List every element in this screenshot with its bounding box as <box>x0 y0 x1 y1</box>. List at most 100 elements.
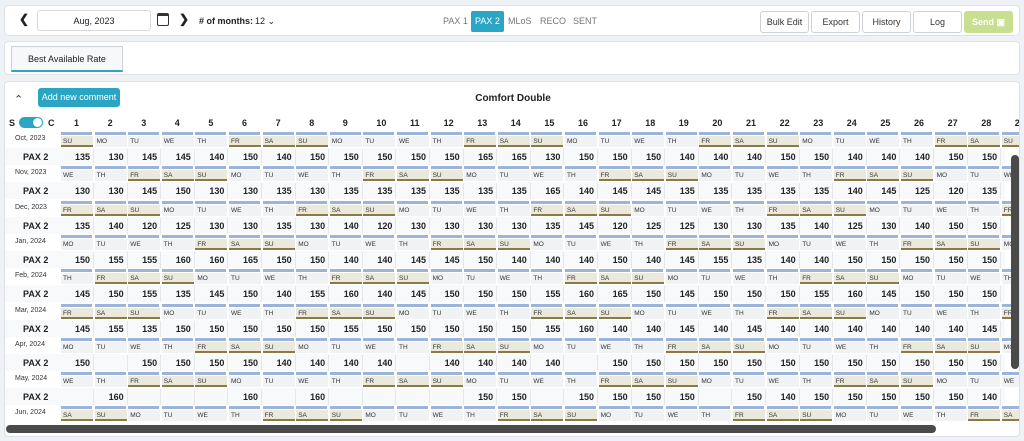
price-cell[interactable]: 155 <box>531 320 565 337</box>
price-cell[interactable]: 140 <box>565 251 598 268</box>
price-cell[interactable]: 140 <box>330 354 363 371</box>
price-cell[interactable]: 135 <box>263 183 296 200</box>
price-cell[interactable] <box>128 389 162 406</box>
price-cell[interactable]: 150 <box>699 354 733 371</box>
price-cell[interactable]: 150 <box>464 251 498 268</box>
tab-best-available-rate[interactable]: Best Available Rate <box>11 46 123 72</box>
price-cell[interactable]: 160 <box>330 286 363 303</box>
price-cell[interactable]: 145 <box>128 149 162 165</box>
price-cell[interactable]: 155 <box>128 251 162 268</box>
price-cell[interactable]: 140 <box>363 354 397 371</box>
price-cell[interactable]: 140 <box>195 149 229 165</box>
price-cell[interactable]: 130 <box>195 183 229 200</box>
price-cell[interactable]: 135 <box>61 149 94 165</box>
price-cell[interactable]: 140 <box>767 320 800 337</box>
price-cell[interactable]: 150 <box>229 286 262 303</box>
price-cell[interactable]: 145 <box>397 251 430 268</box>
price-cell[interactable]: 140 <box>95 217 128 234</box>
price-cell[interactable]: 140 <box>834 320 867 337</box>
price-cell[interactable]: 160 <box>229 389 262 406</box>
price-cell[interactable]: 140 <box>800 320 834 337</box>
price-cell[interactable]: 150 <box>128 354 162 371</box>
vertical-scrollbar[interactable] <box>1011 155 1019 369</box>
next-month-arrow-icon[interactable]: ❯ <box>179 12 190 26</box>
price-cell[interactable]: 135 <box>263 217 296 234</box>
price-cell[interactable]: 135 <box>464 183 498 200</box>
price-cell[interactable]: 125 <box>834 217 867 234</box>
price-cell[interactable]: 130 <box>229 217 262 234</box>
price-cell[interactable]: 150 <box>95 286 128 303</box>
price-cell[interactable] <box>565 354 598 371</box>
price-cell[interactable]: 150 <box>263 251 296 268</box>
price-cell[interactable]: 145 <box>565 217 598 234</box>
price-cell[interactable] <box>263 389 296 406</box>
price-cell[interactable]: 150 <box>632 354 666 371</box>
price-cell[interactable]: 150 <box>195 354 229 371</box>
price-cell[interactable]: 150 <box>632 149 666 165</box>
price-cell[interactable]: 145 <box>867 286 901 303</box>
price-cell[interactable]: 150 <box>867 389 901 406</box>
price-cell[interactable]: 150 <box>901 389 934 406</box>
price-cell[interactable]: 130 <box>733 217 766 234</box>
price-cell[interactable]: 140 <box>800 217 834 234</box>
price-cell[interactable]: 130 <box>431 217 464 234</box>
price-cell[interactable]: 130 <box>498 217 531 234</box>
price-cell[interactable]: 150 <box>767 354 800 371</box>
price-cell[interactable]: 140 <box>431 354 464 371</box>
price-cell[interactable]: 140 <box>632 320 666 337</box>
price-cell[interactable]: 130 <box>464 217 498 234</box>
price-cell[interactable]: 150 <box>968 217 1002 234</box>
price-cell[interactable]: 150 <box>968 286 1002 303</box>
price-cell[interactable] <box>162 389 195 406</box>
price-cell[interactable]: 145 <box>733 320 766 337</box>
price-cell[interactable]: 140 <box>800 251 834 268</box>
price-cell[interactable]: 150 <box>935 217 968 234</box>
price-cell[interactable]: 150 <box>229 354 262 371</box>
price-cell[interactable]: 130 <box>867 217 901 234</box>
price-cell[interactable]: 130 <box>95 183 128 200</box>
price-cell[interactable]: 135 <box>431 183 464 200</box>
tab-mlos[interactable]: MLoS <box>508 16 532 26</box>
price-cell[interactable]: 150 <box>565 149 598 165</box>
price-cell[interactable] <box>363 389 397 406</box>
price-cell[interactable] <box>531 389 565 406</box>
price-cell[interactable]: 140 <box>330 217 363 234</box>
price-cell[interactable]: 160 <box>95 389 128 406</box>
collapse-chevron-icon[interactable]: ⌃ <box>14 94 24 106</box>
price-cell[interactable] <box>95 354 128 371</box>
price-cell[interactable]: 150 <box>968 354 1002 371</box>
price-cell[interactable]: 135 <box>498 183 531 200</box>
price-cell[interactable]: 135 <box>699 183 733 200</box>
price-cell[interactable]: 145 <box>599 183 632 200</box>
price-cell[interactable]: 135 <box>733 251 766 268</box>
price-cell[interactable]: 135 <box>666 183 699 200</box>
price-cell[interactable]: 135 <box>330 183 363 200</box>
price-cell[interactable]: 150 <box>834 354 867 371</box>
price-cell[interactable]: 160 <box>296 389 330 406</box>
price-cell[interactable]: 145 <box>162 149 195 165</box>
price-cell[interactable]: 150 <box>498 286 531 303</box>
price-cell[interactable]: 150 <box>599 389 632 406</box>
price-cell[interactable]: 150 <box>834 389 867 406</box>
price-cell[interactable]: 140 <box>464 354 498 371</box>
price-cell[interactable]: 140 <box>531 354 565 371</box>
price-cell[interactable]: 155 <box>531 286 565 303</box>
price-cell[interactable]: 135 <box>61 217 94 234</box>
price-cell[interactable]: 130 <box>531 149 565 165</box>
price-cell[interactable]: 140 <box>330 251 363 268</box>
price-cell[interactable]: 165 <box>229 251 262 268</box>
price-cell[interactable]: 150 <box>61 354 94 371</box>
price-cell[interactable]: 165 <box>464 149 498 165</box>
price-cell[interactable]: 140 <box>263 149 296 165</box>
price-cell[interactable]: 150 <box>397 320 430 337</box>
price-cell[interactable]: 150 <box>296 320 330 337</box>
price-cell[interactable]: 140 <box>834 183 867 200</box>
tab-pax-2[interactable]: PAX 2 <box>471 11 504 32</box>
price-cell[interactable]: 150 <box>162 354 195 371</box>
price-cell[interactable]: 150 <box>263 320 296 337</box>
price-cell[interactable]: 150 <box>431 149 464 165</box>
price-cell[interactable]: 150 <box>632 389 666 406</box>
price-cell[interactable] <box>397 389 430 406</box>
price-cell[interactable]: 150 <box>733 389 766 406</box>
calendar-icon[interactable] <box>157 13 169 26</box>
